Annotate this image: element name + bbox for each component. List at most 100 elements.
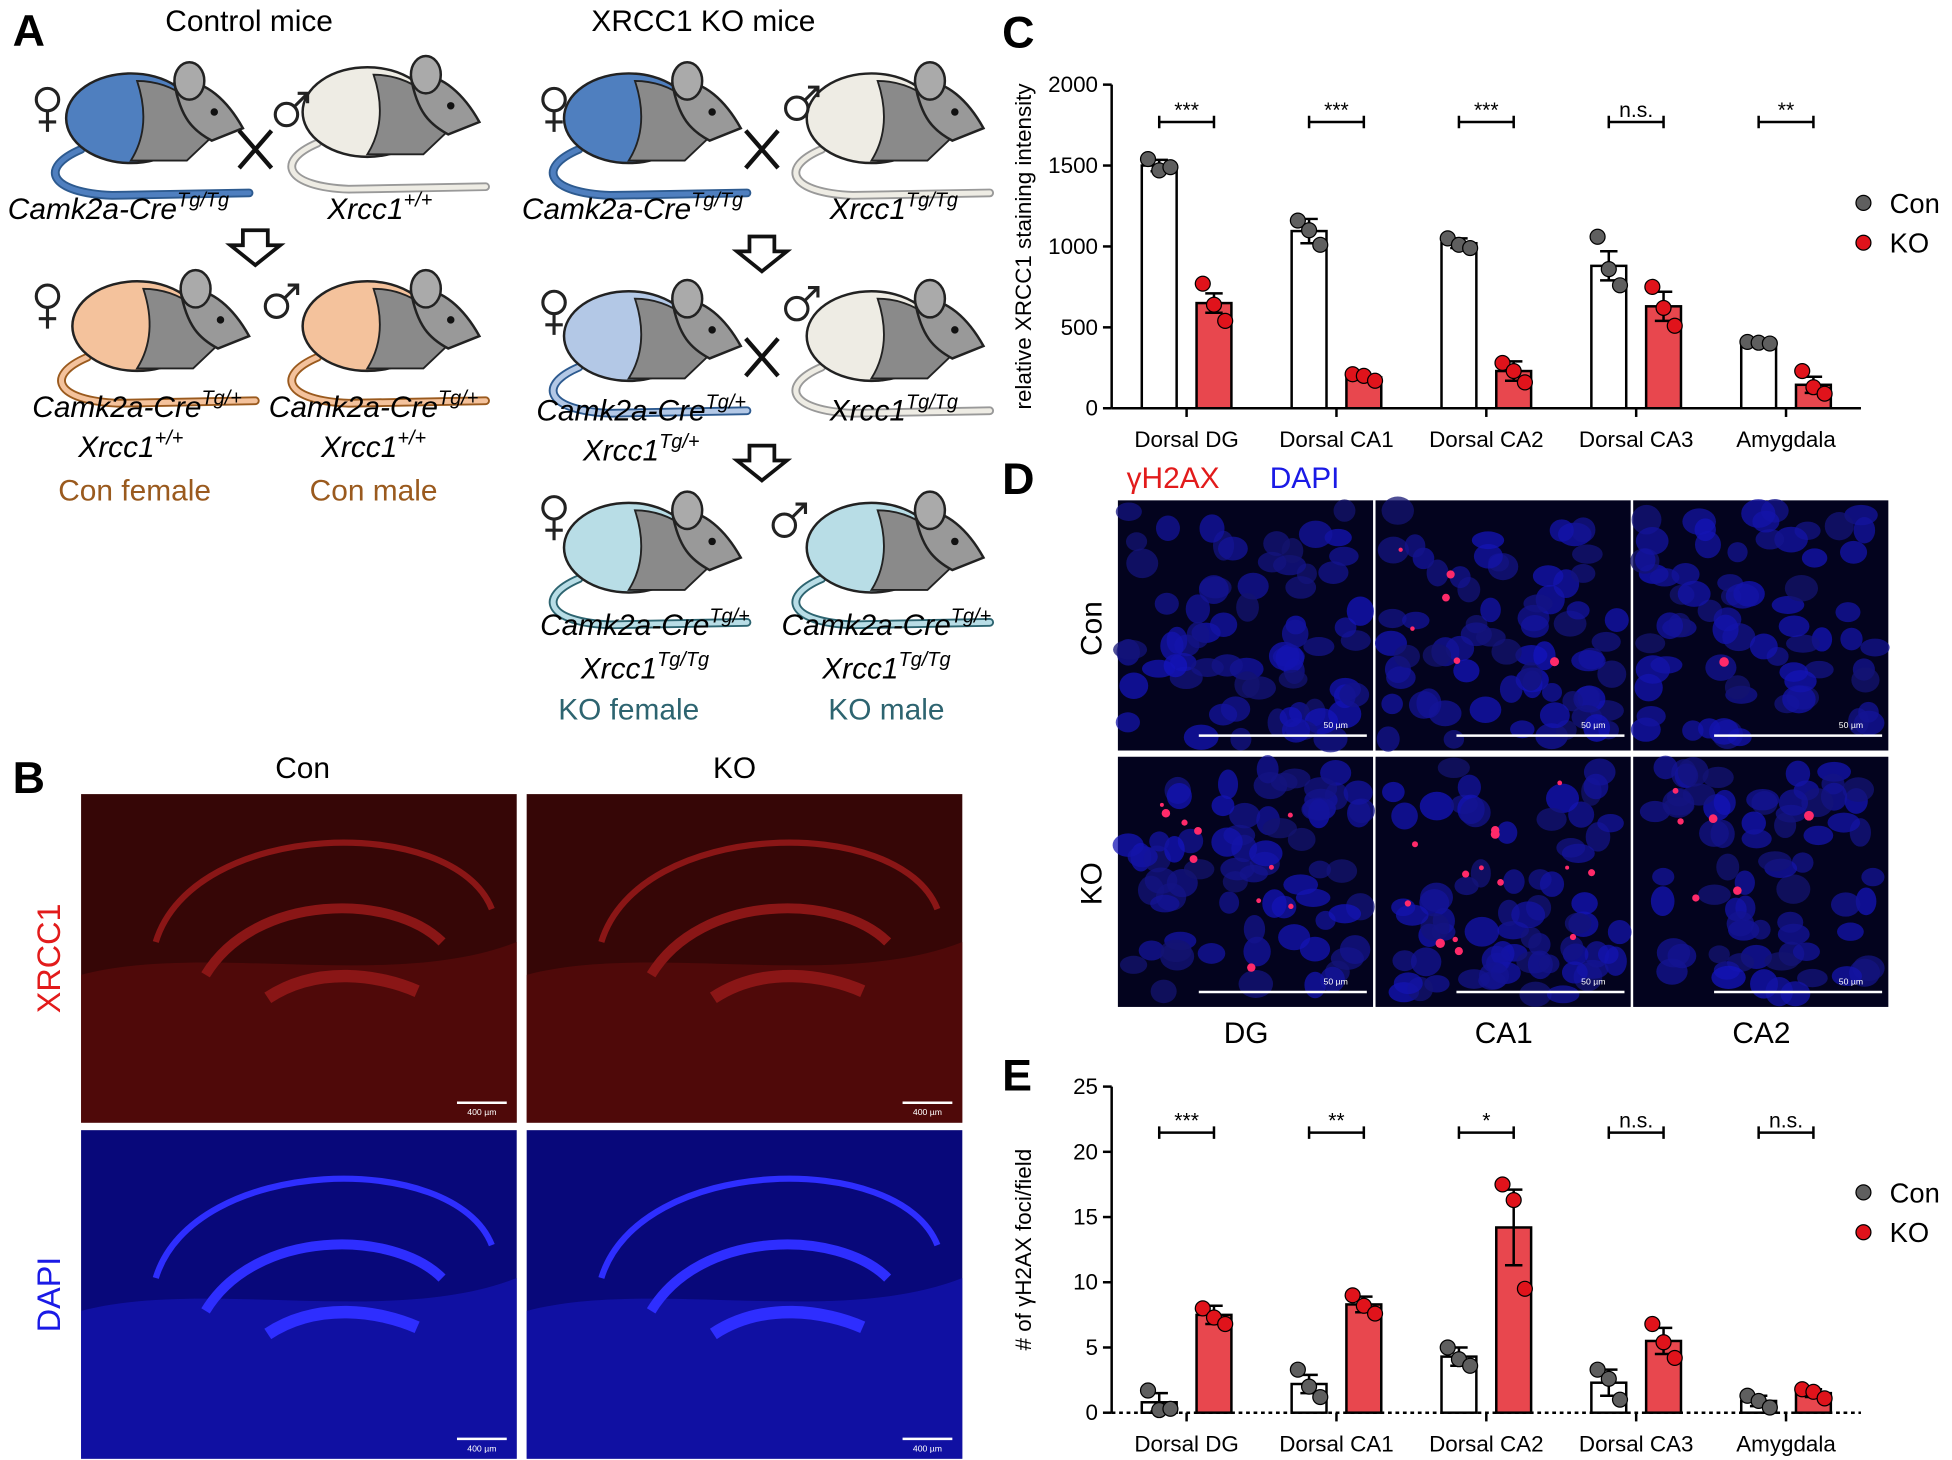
nucleus <box>1186 621 1210 649</box>
data-point <box>1600 1370 1617 1387</box>
nucleus <box>1652 867 1675 886</box>
cell-layer <box>646 903 892 978</box>
genotype-superscript: Tg/Tg <box>691 190 743 212</box>
symbol-cross <box>38 307 57 329</box>
symbol-ring <box>263 293 290 319</box>
nucleus <box>1320 966 1345 993</box>
mouse-eye <box>951 326 959 334</box>
nucleus <box>1785 760 1811 787</box>
nucleus <box>1851 667 1880 693</box>
nucleus <box>1278 669 1308 689</box>
significance-bracket <box>1457 1126 1515 1139</box>
data-point <box>1761 1399 1778 1416</box>
significance-label: * <box>1482 1110 1490 1133</box>
mouse-eye <box>708 326 716 334</box>
genotype-superscript: Tg/+ <box>709 605 749 627</box>
nucleus <box>1229 802 1261 829</box>
nucleus <box>1650 656 1683 674</box>
nucleus <box>1308 860 1332 879</box>
nucleus <box>1831 966 1863 987</box>
scale-label: 50 µm <box>1324 977 1348 987</box>
mouse-tail-inner <box>289 354 489 406</box>
foci <box>1398 547 1403 552</box>
mouse-belly <box>869 297 954 380</box>
nucleus <box>1328 904 1362 924</box>
nucleus <box>1824 512 1854 541</box>
data-point <box>1494 354 1511 372</box>
nucleus <box>1699 819 1729 847</box>
nucleus <box>1378 608 1407 629</box>
nucleus <box>1298 520 1333 548</box>
male-symbol <box>263 283 300 319</box>
nucleus <box>1449 566 1471 589</box>
gene-name: Camk2a-Cre <box>32 391 201 424</box>
mouse-ear <box>913 278 947 319</box>
nucleus <box>1741 811 1766 835</box>
genotype: Xrcc1+/+ <box>320 427 426 463</box>
panel-label: C <box>1002 7 1034 57</box>
x-tick-label: Dorsal CA2 <box>1429 1431 1543 1456</box>
nucleus <box>1499 675 1523 703</box>
nucleus <box>1724 675 1751 700</box>
scale-label: 50 µm <box>1581 977 1605 987</box>
scale-label: 400 µm <box>913 1443 942 1453</box>
nucleus <box>1445 635 1475 662</box>
data-point <box>1644 1315 1661 1333</box>
gene-name: Camk2a-Cre <box>540 609 709 642</box>
significance-label: *** <box>1174 99 1199 122</box>
data-point <box>1355 1297 1372 1314</box>
foci <box>1549 657 1560 667</box>
nucleus <box>1741 499 1776 528</box>
male-symbol <box>784 85 820 122</box>
data-point <box>1666 1349 1683 1367</box>
nucleus <box>1491 638 1522 665</box>
nucleus <box>1426 559 1449 587</box>
mouse-eye <box>951 537 959 546</box>
bar <box>1290 229 1328 410</box>
nucleus <box>1860 638 1890 657</box>
mouse-tail-inner <box>289 140 489 192</box>
foci <box>1478 865 1484 871</box>
nucleus <box>1473 543 1503 569</box>
genotype: Xrcc1Tg/Tg <box>821 649 950 685</box>
mouse-eye <box>447 316 455 324</box>
legend-label: Con <box>1890 188 1940 219</box>
nucleus <box>1115 502 1142 522</box>
foci <box>1410 626 1415 631</box>
y-tick-label: 20 <box>1073 1139 1098 1164</box>
cell-layer <box>264 1305 420 1340</box>
symbol-arrow <box>790 502 808 519</box>
nucleus <box>1257 551 1287 573</box>
nucleus <box>1326 859 1358 883</box>
nucleus <box>1560 935 1584 961</box>
data-point <box>1312 236 1329 253</box>
down-arrow <box>225 228 286 268</box>
nucleus <box>1503 869 1525 894</box>
cross-sign <box>237 129 274 170</box>
foci <box>1161 809 1171 818</box>
genotype: Xrcc1Tg/Tg <box>580 649 709 685</box>
data-point <box>1194 1300 1211 1317</box>
nucleus <box>1138 940 1165 961</box>
symbol-ring <box>771 512 798 539</box>
nucleus <box>1339 682 1370 708</box>
nucleus <box>1460 797 1491 828</box>
genotype: Camk2a-CreTg/Tg <box>8 190 229 226</box>
genotype: Xrcc1+/+ <box>77 427 183 463</box>
column-label: KO <box>713 752 756 785</box>
significance-label: n.s. <box>1769 1110 1803 1133</box>
nucleus <box>1520 614 1549 638</box>
nucleus <box>1348 798 1375 824</box>
nucleus <box>1160 631 1184 661</box>
legend-marker <box>1855 234 1872 251</box>
down-arrow <box>731 234 793 274</box>
mouse-ear <box>671 278 704 319</box>
foci <box>1565 865 1570 870</box>
foci <box>1588 869 1596 877</box>
significance-label: n.s. <box>1619 1110 1653 1133</box>
nucleus <box>1115 712 1140 733</box>
cell-layer <box>709 969 866 1004</box>
mouse-tail-inner <box>550 364 750 416</box>
genotype-superscript: Tg/Tg <box>177 190 229 212</box>
nucleus <box>1708 945 1730 964</box>
